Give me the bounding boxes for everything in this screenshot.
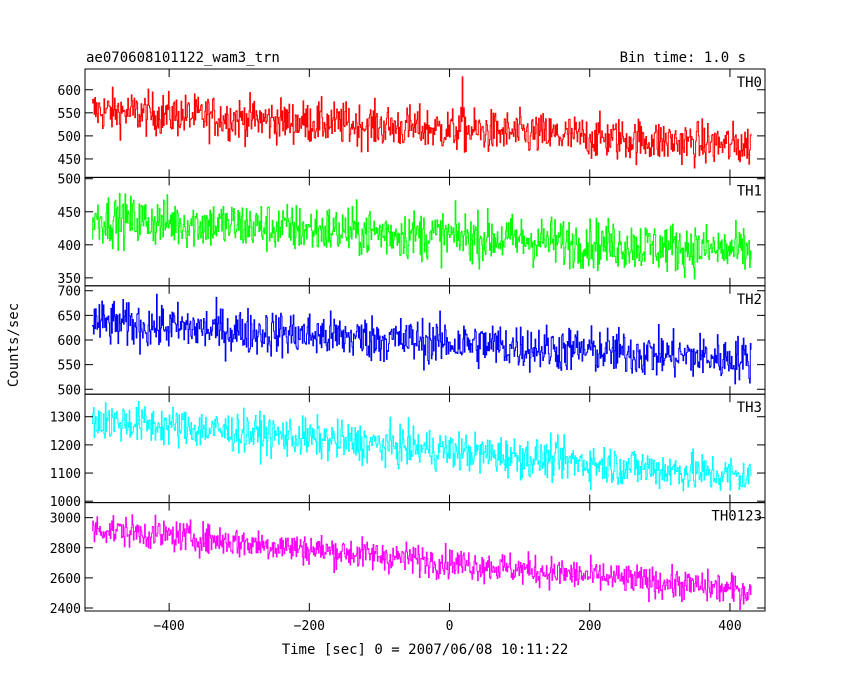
panel-name-th1: TH1 [737, 183, 762, 199]
y-tick-label: 1000 [50, 495, 81, 510]
x-tick-label: 0 [446, 619, 454, 634]
y-tick-label: 550 [58, 359, 81, 374]
y-tick-label: 400 [58, 239, 81, 254]
panel-name-th2: TH2 [737, 292, 762, 308]
x-axis-label: Time [sec] 0 = 2007/06/08 10:11:22 [282, 642, 569, 658]
panel-th0123: 2400 2600 2800 3000 TH0123 [50, 502, 766, 617]
panel-name-th3: TH3 [737, 400, 762, 416]
y-tick-label: 500 [58, 173, 81, 188]
x-tick-label: 200 [578, 619, 601, 634]
panel-th2: 500 550 600 650 700 TH2 [58, 285, 766, 398]
series-th0123 [92, 514, 752, 610]
y-tick-label: 1300 [50, 411, 81, 426]
y-tick-label: 450 [58, 206, 81, 221]
panel-frame [84, 285, 766, 395]
y-tick-label: 2400 [50, 602, 81, 617]
bin-time-label: Bin time: 1.0 s [620, 50, 746, 66]
y-tick-label: 450 [58, 153, 81, 168]
series-th1 [92, 193, 752, 280]
panel-name-th0: TH0 [737, 75, 762, 91]
y-tick-label: 600 [58, 84, 81, 99]
y-axis-label: Counts/sec [6, 303, 22, 387]
panel-th1: 350 400 450 500 TH1 [58, 173, 766, 287]
series-th3 [92, 400, 752, 492]
y-tick-label: 500 [58, 383, 81, 398]
y-tick-label: 2600 [50, 572, 81, 587]
x-axis: −400 −200 0 200 400 [153, 619, 741, 634]
y-tick-label: 700 [58, 285, 81, 300]
series-th2 [92, 293, 752, 385]
x-tick-label: 400 [718, 619, 741, 634]
y-tick-label: 350 [58, 272, 81, 287]
x-tick-label: −200 [294, 619, 325, 634]
panels: 450 500 550 600 TH0 350 400 450 500 TH1 500 550 600 6… [50, 68, 766, 617]
y-tick-label: 2800 [50, 542, 81, 557]
panel-name-th0123: TH0123 [711, 509, 762, 525]
panel-th3: 1000 1100 1200 1300 TH3 [50, 393, 766, 510]
y-tick-label: 3000 [50, 512, 81, 527]
y-tick-label: 1200 [50, 439, 81, 454]
panel-frame [84, 502, 766, 612]
panel-th0: 450 500 550 600 TH0 [58, 68, 766, 178]
y-tick-label: 550 [58, 107, 81, 122]
y-tick-label: 1100 [50, 467, 81, 482]
series-th0 [92, 76, 752, 169]
x-tick-label: −400 [153, 619, 184, 634]
figure-title: ae070608101122_wam3_trn [86, 50, 280, 66]
y-tick-label: 600 [58, 334, 81, 349]
y-tick-label: 650 [58, 309, 81, 324]
y-tick-label: 500 [58, 130, 81, 145]
